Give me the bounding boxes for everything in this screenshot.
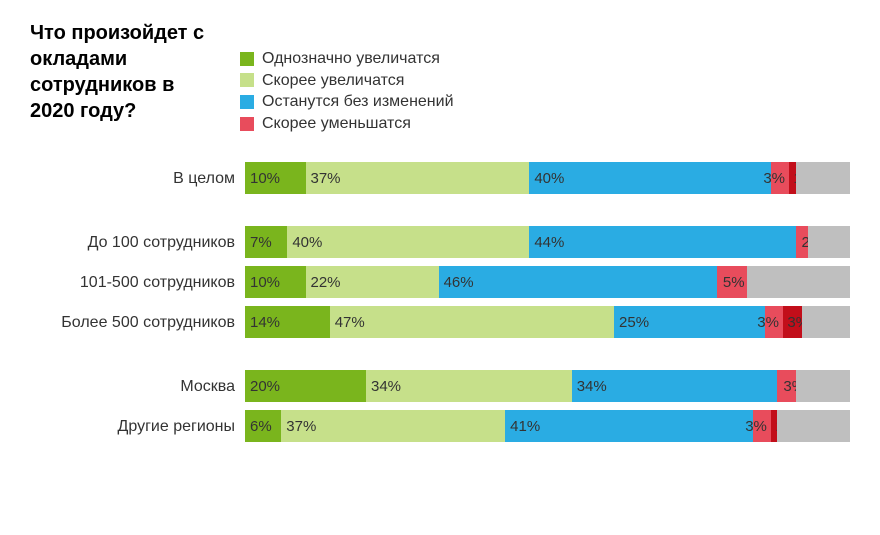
bar-segment: 34% [572,370,778,402]
bar-segment: 40% [529,162,771,194]
segment-value: 25% [614,314,649,331]
row-label: Москва [30,378,245,396]
legend-swatch [240,95,254,109]
bar-segment: 3% [765,306,783,338]
segment-value: 6% [245,418,272,435]
bar-segment: 3% [777,370,795,402]
legend-label: Однозначно увеличатся [262,48,440,70]
legend-label: Останутся без изменений [262,91,454,113]
chart-row: В целом10%37%40%3%1% [30,162,850,194]
bar-segment [808,226,850,258]
bar-segment: 22% [306,266,439,298]
segment-value: 37% [281,418,316,435]
bar-segment: 6% [245,410,281,442]
segment-value: 3% [757,314,779,331]
segment-value: 44% [529,234,564,251]
bar-segment: 14% [245,306,330,338]
bar-segment: 10% [245,162,306,194]
segment-value: 7% [245,234,272,251]
bar-segment: 41% [505,410,753,442]
legend-item: Скорее уменьшатся [240,113,454,135]
bar-segment: 3% [753,410,771,442]
bar-segment: 10% [245,266,306,298]
bar-segment [796,162,850,194]
bar-segment: 7% [245,226,287,258]
segment-value: 22% [306,274,341,291]
header-row: Что произойдет с окладами сотрудников в … [30,20,850,134]
chart-container: Что произойдет с окладами сотрудников в … [0,0,880,470]
row-label: До 100 сотрудников [30,234,245,252]
bar-segment: 34% [366,370,572,402]
chart-row: Другие регионы6%37%41%3%1% [30,410,850,442]
bar-segment: 46% [439,266,717,298]
chart-title: Что произойдет с окладами сотрудников в … [30,20,210,124]
stacked-bar: 14% 47% 25% 3%3% [245,306,850,338]
segment-value: 5% [723,274,745,291]
bar-segment: 40% [287,226,529,258]
legend-item: Скорее увеличатся [240,70,454,92]
chart-row: Москва20% 34% 34% 3% [30,370,850,402]
segment-value: 20% [245,378,280,395]
legend-item: Останутся без изменений [240,91,454,113]
legend-item: Однозначно увеличатся [240,48,454,70]
segment-value: 40% [529,170,564,187]
segment-value: 40% [287,234,322,251]
bar-segment: 37% [306,162,530,194]
segment-value: 10% [245,170,280,187]
segment-value: 41% [505,418,540,435]
bar-segment: 25% [614,306,765,338]
segment-value: 14% [245,314,280,331]
segment-value: 34% [366,378,401,395]
segment-value: 3% [745,418,767,435]
bar-segment [796,370,850,402]
bar-segment [802,306,850,338]
stacked-bar: 10%37%40%3%1% [245,162,850,194]
legend-label: Скорее уменьшатся [262,113,411,135]
legend-swatch [240,117,254,131]
chart-row: Более 500 сотрудников14% 47% 25% 3%3% [30,306,850,338]
chart-group: В целом10%37%40%3%1% [30,162,850,194]
stacked-bar: 10% 22% 46% 5% [245,266,850,298]
chart-group: До 100 сотрудников7% 40% 44% 2% 101-500 сотр… [30,226,850,338]
legend-swatch [240,52,254,66]
stacked-bar: 6%37%41%3%1% [245,410,850,442]
row-label: Более 500 сотрудников [30,314,245,332]
stacked-bar: 20% 34% 34% 3% [245,370,850,402]
segment-value: 10% [245,274,280,291]
bar-segment: 44% [529,226,795,258]
legend: Однозначно увеличатсяСкорее увеличатсяОс… [240,48,454,134]
segment-value: 47% [330,314,365,331]
bar-segment [777,410,850,442]
row-label: 101-500 сотрудников [30,274,245,292]
legend-label: Скорее увеличатся [262,70,404,92]
segment-value: 3% [763,170,785,187]
chart-body: В целом10%37%40%3%1%До 100 сотрудников7%… [30,162,850,442]
segment-value: 46% [439,274,474,291]
bar-segment: 3% [771,162,789,194]
bar-segment: 20% [245,370,366,402]
bar-segment: 3% [783,306,801,338]
chart-row: 101-500 сотрудников10% 22% 46% 5% [30,266,850,298]
bar-segment [747,266,850,298]
row-label: В целом [30,170,245,188]
segment-value: 37% [306,170,341,187]
bar-segment: 47% [330,306,614,338]
stacked-bar: 7% 40% 44% 2% [245,226,850,258]
segment-value: 34% [572,378,607,395]
chart-group: Москва20% 34% 34% 3% Другие регионы6% 37% 41% 3… [30,370,850,442]
bar-segment: 2% [796,226,808,258]
legend-swatch [240,73,254,87]
chart-row: До 100 сотрудников7% 40% 44% 2% [30,226,850,258]
bar-segment: 37% [281,410,505,442]
row-label: Другие регионы [30,418,245,436]
bar-segment: 5% [717,266,747,298]
